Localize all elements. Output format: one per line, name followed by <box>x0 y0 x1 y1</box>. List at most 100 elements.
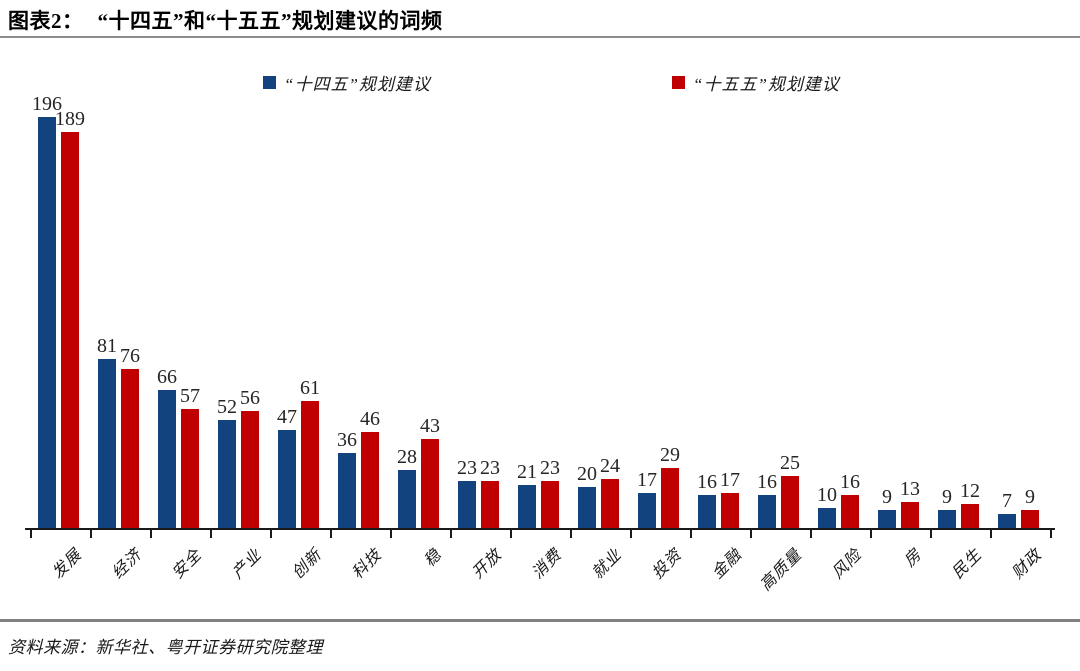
bar-fourteenth-创新 <box>278 430 296 529</box>
value-label: 13 <box>900 478 920 500</box>
value-label: 16 <box>697 471 717 493</box>
bar-fifteenth-发展 <box>61 132 79 529</box>
value-label: 56 <box>240 387 260 409</box>
x-axis-label-开放: 开放 <box>469 546 506 583</box>
x-axis-label-经济: 经济 <box>109 546 146 583</box>
value-label: 17 <box>637 469 657 491</box>
bar-fifteenth-开放 <box>481 481 499 529</box>
x-axis-label-投资: 投资 <box>649 546 686 583</box>
bar-fifteenth-风险 <box>841 495 859 529</box>
value-label: 20 <box>577 463 597 485</box>
x-axis-tick <box>1050 530 1052 538</box>
bar-fourteenth-产业 <box>218 420 236 529</box>
value-label: 61 <box>300 377 320 399</box>
value-label: 43 <box>420 415 440 437</box>
value-label: 16 <box>840 471 860 493</box>
legend-label-14th-five: “十四五”规划建议 <box>284 74 431 94</box>
bar-fifteenth-安全 <box>181 409 199 529</box>
chart-title: 图表2： “十四五”和“十五五”规划建议的词频 <box>8 5 1072 35</box>
bar-fifteenth-金融 <box>721 493 739 529</box>
bar-fifteenth-经济 <box>121 369 139 529</box>
value-label: 66 <box>157 366 177 388</box>
x-axis-label-产业: 产业 <box>229 546 266 583</box>
x-axis-tick <box>210 530 212 538</box>
value-label: 9 <box>1025 486 1035 508</box>
legend-item-14th-five: “十四五”规划建议 <box>263 72 431 94</box>
value-label: 7 <box>1002 490 1012 512</box>
x-axis-tick <box>30 530 32 538</box>
x-axis-label-高质量: 高质量 <box>757 546 806 595</box>
x-axis-tick <box>930 530 932 538</box>
bar-fourteenth-投资 <box>638 493 656 529</box>
value-label: 17 <box>720 469 740 491</box>
x-axis-tick <box>570 530 572 538</box>
x-axis-label-科技: 科技 <box>349 546 386 583</box>
x-axis-tick <box>810 530 812 538</box>
value-label: 16 <box>757 471 777 493</box>
x-axis-tick <box>90 530 92 538</box>
source-note: 资料来源：新华社、粤开证券研究院整理 <box>8 638 323 657</box>
legend-label-15th-five: “十五五”规划建议 <box>693 74 840 94</box>
x-axis-label-风险: 风险 <box>829 546 866 583</box>
x-axis-tick <box>630 530 632 538</box>
bar-fourteenth-稳 <box>398 470 416 529</box>
x-axis-label-房: 房 <box>901 546 926 571</box>
value-label: 9 <box>942 486 952 508</box>
bar-fifteenth-就业 <box>601 479 619 529</box>
bar-fourteenth-消费 <box>518 485 536 529</box>
value-label: 52 <box>217 396 237 418</box>
bar-fifteenth-消费 <box>541 481 559 529</box>
bar-fourteenth-发展 <box>38 117 56 529</box>
bar-fourteenth-房 <box>878 510 896 529</box>
value-label: 81 <box>97 335 117 357</box>
bar-fifteenth-投资 <box>661 468 679 529</box>
x-axis-label-金融: 金融 <box>709 546 746 583</box>
value-label: 76 <box>120 345 140 367</box>
bar-fifteenth-稳 <box>421 439 439 529</box>
value-label: 9 <box>882 486 892 508</box>
x-axis-label-安全: 安全 <box>169 546 206 583</box>
value-label: 23 <box>457 457 477 479</box>
bar-fifteenth-科技 <box>361 432 379 529</box>
x-axis-tick <box>750 530 752 538</box>
bar-fourteenth-开放 <box>458 481 476 529</box>
x-axis-tick <box>150 530 152 538</box>
x-axis-tick <box>390 530 392 538</box>
bar-fourteenth-风险 <box>818 508 836 529</box>
value-label: 23 <box>540 457 560 479</box>
x-axis-label-创新: 创新 <box>289 546 326 583</box>
value-label: 12 <box>960 480 980 502</box>
value-label: 29 <box>660 444 680 466</box>
bar-fifteenth-高质量 <box>781 476 799 529</box>
bar-fourteenth-财政 <box>998 514 1016 529</box>
bar-fourteenth-民生 <box>938 510 956 529</box>
bar-fifteenth-财政 <box>1021 510 1039 529</box>
bar-fourteenth-高质量 <box>758 495 776 529</box>
bar-fourteenth-就业 <box>578 487 596 529</box>
value-label: 46 <box>360 408 380 430</box>
footer-divider <box>0 619 1080 622</box>
title-divider <box>0 36 1080 38</box>
value-label: 25 <box>780 452 800 474</box>
value-label: 196 <box>32 93 62 115</box>
x-axis-label-民生: 民生 <box>949 546 986 583</box>
x-axis-tick <box>330 530 332 538</box>
value-label: 23 <box>480 457 500 479</box>
bar-fifteenth-创新 <box>301 401 319 529</box>
x-axis-tick <box>990 530 992 538</box>
value-label: 24 <box>600 455 620 477</box>
bar-fourteenth-科技 <box>338 453 356 529</box>
bar-fourteenth-金融 <box>698 495 716 529</box>
x-axis-label-财政: 财政 <box>1009 546 1046 583</box>
value-label: 47 <box>277 406 297 428</box>
chart-title-prefix: 图表2： <box>8 9 84 33</box>
x-axis-tick <box>510 530 512 538</box>
value-label: 189 <box>55 108 85 130</box>
x-axis-label-稳: 稳 <box>421 546 446 571</box>
x-axis-label-消费: 消费 <box>529 546 566 583</box>
legend-marker-15th-five-icon <box>672 75 685 89</box>
x-axis-label-发展: 发展 <box>49 546 86 583</box>
value-label: 28 <box>397 446 417 468</box>
chart-title-text: “十四五”和“十五五”规划建议的词频 <box>97 9 443 33</box>
